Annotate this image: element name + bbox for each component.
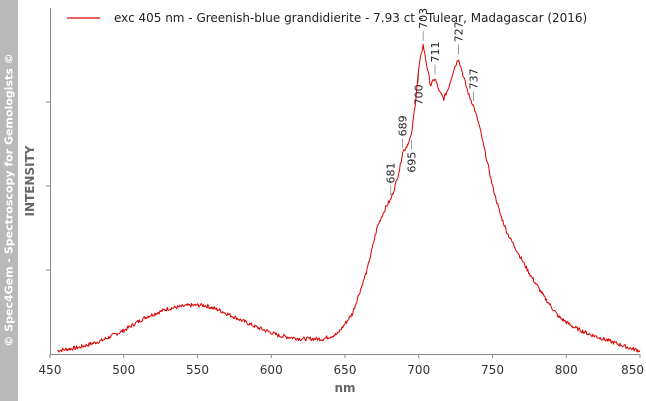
x-tick-label: 650 [334,363,357,377]
y-axis-title: INTENSITY [23,145,37,216]
peak-label: 700 [413,84,426,105]
x-tick-label: 750 [481,363,504,377]
peak-label: 689 [397,115,410,136]
x-axis-title: nm [334,381,355,395]
peak-label: 681 [385,162,398,183]
peak-label: 737 [467,68,480,89]
legend: exc 405 nm - Greenish-blue grandidierite… [67,11,587,25]
x-tick-label: 600 [260,363,283,377]
x-ticks: 450 500 550 600 650 700 750 800 850 [39,354,644,377]
x-tick-label: 800 [555,363,578,377]
peak-label: 703 [417,8,430,29]
peak-label: 695 [405,152,418,173]
credit-sidebar: © Spec4Gem - Spectroscopy for Gemologist… [0,0,18,401]
legend-label: exc 405 nm - Greenish-blue grandidierite… [114,11,587,25]
y-ticks [46,101,50,271]
peak-label: 727 [453,21,466,42]
x-tick-label: 850 [621,363,644,377]
x-tick-label: 700 [407,363,430,377]
spectrum-series-line [57,43,641,353]
x-tick-label: 550 [186,363,209,377]
axes [50,8,640,355]
peak-annotations: 681 689 695 700 703 711 727 737 [385,8,480,196]
x-tick-label: 450 [39,363,62,377]
peak-label: 711 [429,41,442,62]
x-tick-label: 500 [112,363,135,377]
